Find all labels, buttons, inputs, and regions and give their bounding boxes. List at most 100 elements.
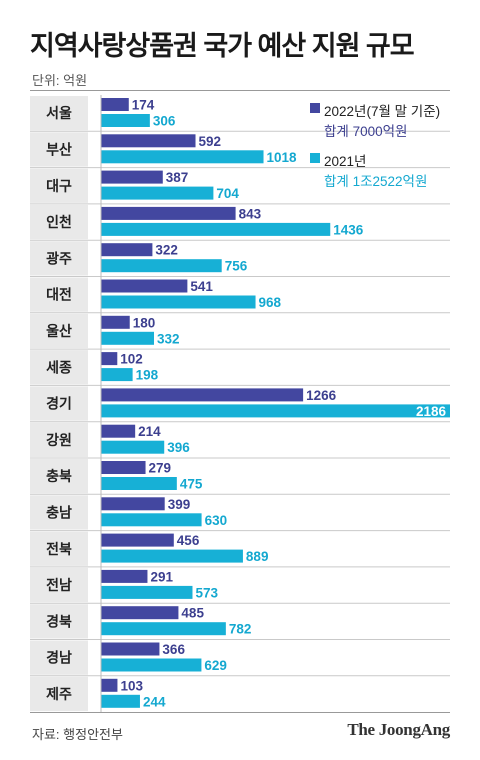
bar-2022 (101, 424, 136, 438)
bar-2022 (101, 206, 236, 220)
category-cell (30, 313, 88, 349)
bar-2022 (101, 533, 174, 547)
bar-2022 (101, 279, 188, 293)
legend-total-2021: 합계 1조2522억원 (324, 174, 428, 189)
bottom-rule (30, 712, 450, 713)
legend-swatch-2021 (310, 153, 320, 163)
value-label-2022: 103 (120, 678, 143, 693)
category-label: 전남 (46, 577, 72, 593)
value-label-2021: 756 (225, 259, 248, 274)
bar-2022 (101, 134, 196, 148)
value-label-2022: 485 (181, 606, 204, 621)
bar-2021 (101, 440, 165, 454)
bar-2021 (101, 622, 226, 636)
value-label-2022: 279 (149, 461, 172, 476)
category-label: 울산 (46, 323, 72, 339)
category-label: 경남 (46, 650, 72, 666)
legend-swatch-2022 (310, 103, 320, 113)
value-label-2022: 322 (155, 243, 178, 258)
legend-name-2021: 2021년 (324, 154, 367, 169)
category-cell (30, 676, 88, 712)
bar-2021 (101, 150, 264, 164)
category-cell (30, 168, 88, 203)
category-label: 서울 (46, 105, 72, 121)
bar-2021 (101, 477, 177, 490)
value-label-2022: 456 (177, 533, 200, 548)
bar-2021 (101, 222, 331, 236)
chart-title: 지역사랑상품권 국가 예산 지원 규모 (30, 31, 415, 61)
bar-2021 (101, 114, 150, 127)
bar-2022 (101, 461, 146, 474)
category-label: 세종 (46, 359, 72, 375)
category-cell (30, 604, 88, 639)
bar-2021 (101, 331, 155, 345)
value-label-2021: 1018 (267, 150, 298, 165)
value-label-2022: 399 (168, 497, 191, 512)
category-cell (30, 422, 88, 457)
bar-2022 (101, 388, 304, 402)
value-label-2022: 387 (166, 170, 189, 185)
value-label-2022: 592 (199, 134, 222, 149)
value-label-2021: 573 (195, 585, 218, 600)
bar-2021 (101, 295, 256, 309)
value-label-2022: 291 (150, 569, 173, 584)
value-label-2021: 2186 (416, 404, 447, 419)
value-label-2021: 396 (167, 440, 190, 455)
category-cell (30, 241, 88, 276)
bar-2021 (101, 368, 133, 382)
bar-2022 (101, 642, 160, 656)
category-label: 부산 (46, 141, 72, 157)
category-cell (30, 459, 88, 494)
category-cell (30, 567, 88, 603)
value-label-2022: 541 (190, 279, 213, 294)
category-label: 강원 (46, 432, 72, 448)
category-label: 제주 (46, 686, 72, 702)
value-label-2021: 1436 (333, 222, 364, 237)
bar-2022 (101, 678, 118, 692)
bar-2021 (101, 513, 202, 527)
bar-2022 (101, 98, 129, 111)
bar-2022 (101, 569, 148, 583)
category-label: 대구 (46, 178, 72, 194)
category-cell (30, 640, 88, 675)
value-label-2021: 704 (216, 186, 239, 201)
source-note: 자료: 행정안전부 (32, 727, 123, 742)
bar-2022 (101, 352, 118, 366)
category-label: 전북 (46, 541, 72, 557)
unit-label: 단위: 억원 (32, 73, 88, 88)
category-label: 대전 (46, 287, 72, 303)
value-label-2022: 174 (132, 98, 155, 113)
bar-2022 (101, 315, 130, 329)
value-label-2022: 843 (239, 206, 262, 221)
bar-2021 (101, 404, 450, 418)
bar-2022 (101, 497, 165, 511)
value-label-2021: 475 (180, 477, 203, 492)
category-cell (30, 495, 88, 530)
value-label-2022: 1266 (306, 388, 337, 403)
category-cell (30, 132, 88, 167)
value-label-2021: 332 (157, 331, 180, 346)
category-cell (30, 204, 88, 240)
value-label-2021: 968 (259, 295, 282, 310)
category-label: 경기 (46, 396, 72, 412)
category-label: 인천 (46, 214, 72, 230)
legend-name-2022: 2022년(7월 말 기준) (324, 104, 441, 119)
bar-2021 (101, 658, 202, 672)
top-rule (30, 90, 450, 91)
category-label: 충북 (46, 468, 72, 484)
value-label-2021: 782 (229, 622, 252, 637)
value-label-2022: 366 (162, 642, 185, 657)
category-label: 경북 (46, 613, 72, 629)
value-label-2022: 180 (133, 315, 156, 330)
value-label-2021: 244 (143, 694, 166, 709)
legend-total-2022: 합계 7000억원 (324, 124, 408, 139)
value-label-2022: 102 (120, 352, 143, 367)
category-cell (30, 386, 88, 421)
bar-2021 (101, 186, 214, 200)
bar-2022 (101, 606, 179, 620)
category-label: 광주 (46, 250, 72, 266)
bar-2021 (101, 585, 193, 599)
category-cell (30, 96, 88, 131)
category-cell (30, 277, 88, 312)
